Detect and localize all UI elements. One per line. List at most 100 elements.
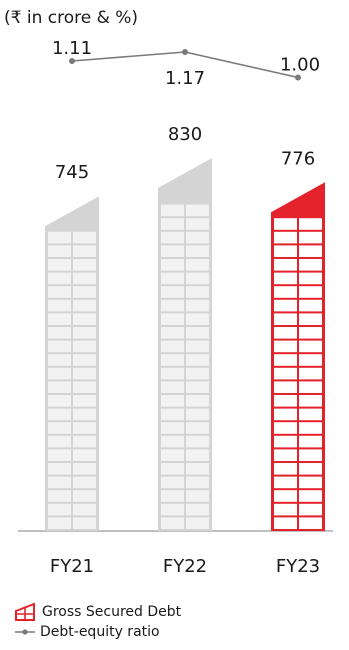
debt-equity-point-fy22 xyxy=(182,49,188,55)
bar-window-fy23 xyxy=(299,476,322,489)
bar-window-fy23 xyxy=(274,327,297,339)
bar-window-fy22 xyxy=(186,354,209,366)
bar-window-fy21 xyxy=(73,490,96,502)
bar-window-fy23 xyxy=(274,299,297,312)
bar-window-fy23 xyxy=(299,245,322,257)
bar-window-fy22 xyxy=(161,395,184,407)
bar-window-fy22 xyxy=(161,354,184,366)
bar-window-fy22 xyxy=(161,286,184,298)
bar-window-fy21 xyxy=(48,408,71,421)
bar-window-fy21 xyxy=(48,299,71,312)
bar-window-fy22 xyxy=(161,259,184,271)
x-tick-label-fy21: FY21 xyxy=(50,556,94,577)
bar-window-fy22 xyxy=(161,449,184,461)
bar-window-fy22 xyxy=(161,490,184,502)
bar-window-fy23 xyxy=(299,218,322,230)
bar-window-fy22 xyxy=(161,340,184,353)
bar-window-fy21 xyxy=(73,272,96,285)
bar-window-fy21 xyxy=(48,435,71,448)
bar-window-fy21 xyxy=(73,259,96,271)
bar-window-fy21 xyxy=(73,381,96,393)
bar-window-fy22 xyxy=(186,272,209,285)
bar-window-fy22 xyxy=(186,476,209,489)
bar-window-fy22 xyxy=(186,367,209,380)
bar-window-fy23 xyxy=(299,272,322,285)
bar-window-fy21 xyxy=(73,517,96,529)
bar-window-fy23 xyxy=(274,490,297,502)
bar-window-fy21 xyxy=(73,408,96,421)
bar-window-fy21 xyxy=(73,463,96,475)
bar-window-fy22 xyxy=(161,476,184,489)
bar-window-fy21 xyxy=(73,449,96,461)
bar-window-fy22 xyxy=(161,204,184,217)
bar-window-fy23 xyxy=(299,367,322,380)
bar-window-fy22 xyxy=(186,463,209,475)
bar-window-fy23 xyxy=(299,313,322,325)
bar-window-fy23 xyxy=(299,463,322,475)
bar-window-fy21 xyxy=(48,395,71,407)
bar-window-fy23 xyxy=(299,517,322,529)
bar-window-fy23 xyxy=(299,340,322,353)
bar-window-fy21 xyxy=(48,449,71,461)
bar-value-label-fy23: 776 xyxy=(281,148,315,169)
bar-window-fy21 xyxy=(73,327,96,339)
bar-window-fy21 xyxy=(73,245,96,257)
bar-window-fy22 xyxy=(186,395,209,407)
line-marker-icon xyxy=(15,629,35,635)
debt-equity-point-fy23 xyxy=(295,74,301,81)
bar-window-fy22 xyxy=(186,204,209,217)
bar-window-fy21 xyxy=(73,435,96,448)
bar-window-fy23 xyxy=(299,503,322,516)
bar-window-fy23 xyxy=(299,395,322,407)
unit-label: (₹ in crore & %) xyxy=(4,8,139,28)
bar-window-fy23 xyxy=(274,259,297,271)
bar-window-fy21 xyxy=(73,354,96,366)
bar-window-fy23 xyxy=(299,422,322,434)
bar-window-fy21 xyxy=(48,463,71,475)
bar-window-fy23 xyxy=(274,408,297,421)
legend: Gross Secured Debt Debt-equity ratio xyxy=(14,602,181,642)
bar-window-fy21 xyxy=(73,313,96,325)
bar-window-fy21 xyxy=(73,367,96,380)
bar-window-fy22 xyxy=(186,449,209,461)
bar-fy23 xyxy=(271,182,325,532)
bar-fy22 xyxy=(158,158,212,531)
bar-window-fy23 xyxy=(274,435,297,448)
bar-window-fy23 xyxy=(299,490,322,502)
bar-window-fy22 xyxy=(186,245,209,257)
bar-window-fy22 xyxy=(161,503,184,516)
bar-window-fy21 xyxy=(73,299,96,312)
bar-window-fy22 xyxy=(161,218,184,230)
bar-window-fy21 xyxy=(48,476,71,489)
bar-window-fy23 xyxy=(274,313,297,325)
bar-window-fy22 xyxy=(186,327,209,339)
bar-window-fy23 xyxy=(274,449,297,461)
bar-window-fy21 xyxy=(73,286,96,298)
bar-window-fy22 xyxy=(186,299,209,312)
debt-equity-label-fy23: 1.00 xyxy=(280,55,320,76)
x-tick-label-fy22: FY22 xyxy=(163,556,207,577)
bar-window-fy22 xyxy=(186,517,209,529)
building-icon xyxy=(15,603,35,621)
debt-equity-label-fy21: 1.11 xyxy=(52,38,92,59)
bar-window-fy22 xyxy=(186,490,209,502)
bar-window-fy21 xyxy=(48,245,71,257)
bar-window-fy22 xyxy=(161,272,184,285)
bar-window-fy21 xyxy=(73,476,96,489)
bar-window-fy23 xyxy=(274,272,297,285)
bar-window-fy21 xyxy=(48,367,71,380)
bar-window-fy21 xyxy=(48,503,71,516)
legend-label-debt-equity-ratio: Debt-equity ratio xyxy=(40,624,160,640)
bar-window-fy21 xyxy=(48,286,71,298)
bar-window-fy23 xyxy=(274,517,297,529)
bar-window-fy21 xyxy=(73,340,96,353)
debt-equity-label-fy22: 1.17 xyxy=(165,68,205,89)
bar-window-fy22 xyxy=(186,313,209,325)
bar-window-fy22 xyxy=(186,286,209,298)
bar-window-fy21 xyxy=(48,231,71,244)
bar-window-fy23 xyxy=(299,435,322,448)
bar-window-fy23 xyxy=(299,299,322,312)
legend-label-gross-secured-debt: Gross Secured Debt xyxy=(42,604,182,620)
bar-window-fy22 xyxy=(161,245,184,257)
bar-window-fy21 xyxy=(73,395,96,407)
